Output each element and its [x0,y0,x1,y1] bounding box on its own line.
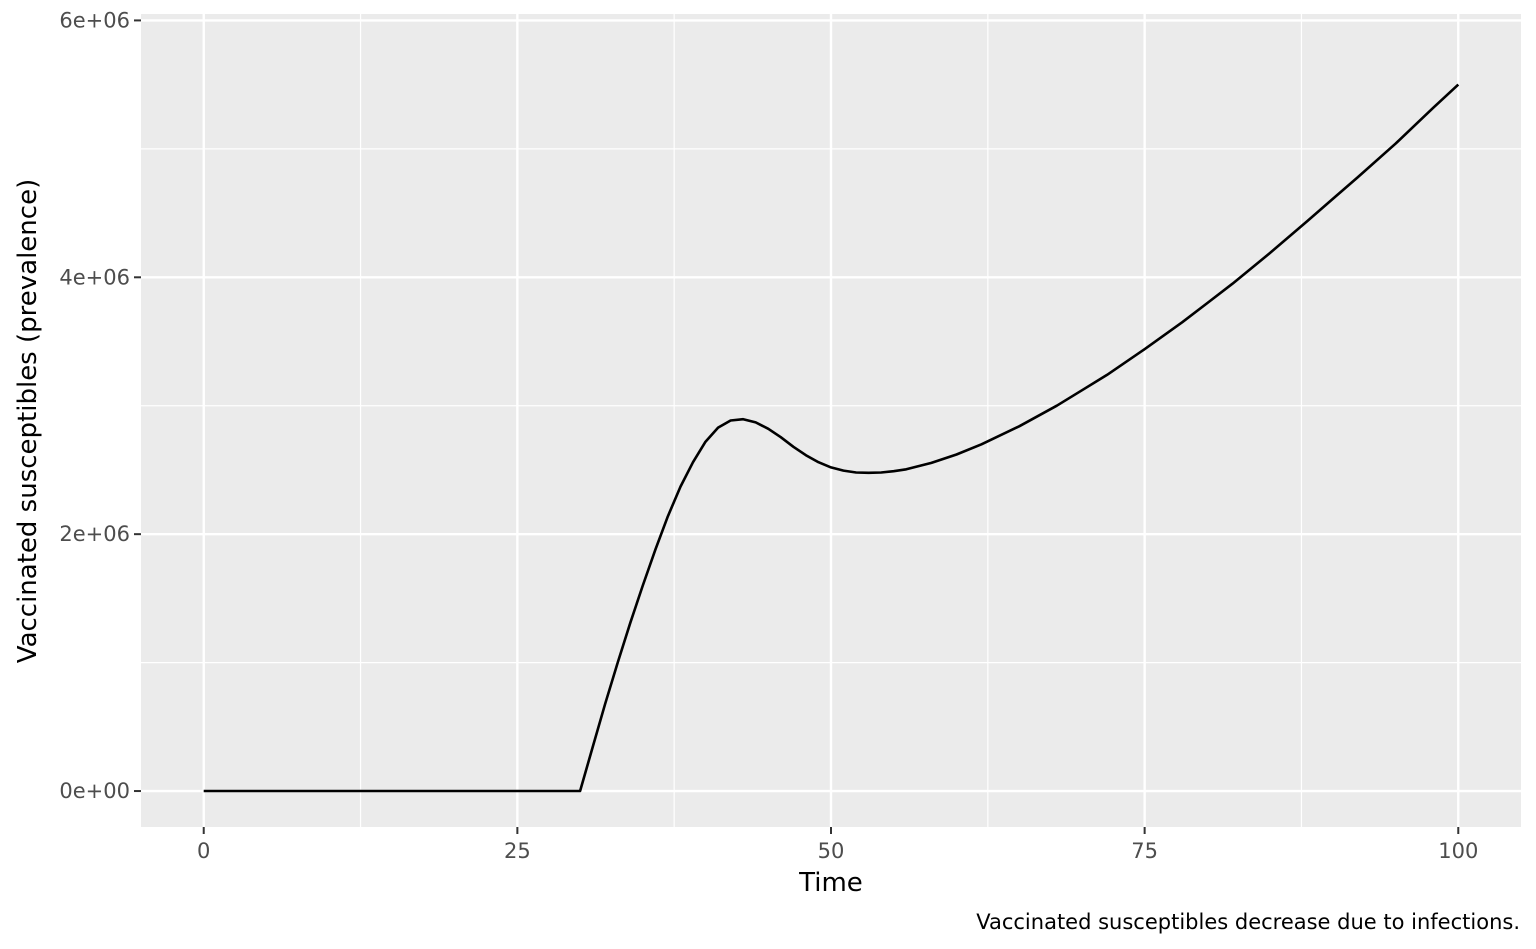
y-axis-title: Vaccinated susceptibles (prevalence) [13,179,43,663]
series-line [203,83,1460,793]
x-tick-label: 100 [1438,839,1478,863]
x-axis: 0 25 50 75 100 [197,827,1478,863]
y-tick-label: 2e+06 [59,522,130,546]
x-tick-label: 0 [197,839,210,863]
x-tick-label: 75 [1131,839,1158,863]
x-axis-title: Time [798,868,863,898]
x-tick-label: 25 [504,839,531,863]
y-axis: 0e+00 2e+06 4e+06 6e+06 [59,8,141,803]
series-layer [203,83,1460,793]
chart-caption: Vaccinated susceptibles decrease due to … [976,910,1520,934]
x-tick-label: 50 [818,839,845,863]
y-tick-label: 4e+06 [59,265,130,289]
y-tick-label: 6e+06 [59,8,130,32]
y-tick-label: 0e+00 [59,779,130,803]
major-gridlines [141,14,1521,827]
